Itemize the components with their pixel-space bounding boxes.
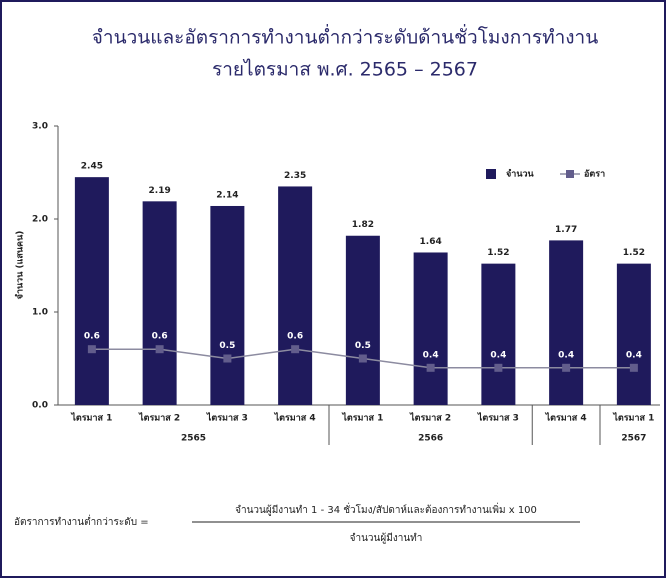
x-tick-label: ไตรมาส 2 <box>138 412 180 424</box>
bar-value-label: 2.35 <box>284 171 306 181</box>
rate-value-label: 0.6 <box>84 332 100 342</box>
rate-value-label: 0.6 <box>152 332 168 342</box>
x-tick-label: ไตรมาส 2 <box>409 412 451 424</box>
x-tick-label: ไตรมาส 1 <box>341 412 383 424</box>
x-tick-label: ไตรมาส 4 <box>274 412 316 424</box>
formula-numerator: จำนวนผู้มีงานทำ 1 - 34 ชั่วโมง/สัปดาห์แล… <box>235 502 537 516</box>
bar <box>142 201 177 405</box>
rate-value-label: 0.5 <box>219 341 235 351</box>
x-tick-label: ไตรมาส 4 <box>545 412 587 424</box>
rate-value-label: 0.4 <box>490 350 506 360</box>
rate-marker <box>629 363 638 372</box>
formula-lhs: อัตราการทำงานต่ำกว่าระดับ = <box>14 514 149 528</box>
rate-value-label: 0.4 <box>558 350 574 360</box>
legend-swatch <box>566 170 574 178</box>
y-tick-label: 1.0 <box>32 308 48 318</box>
x-tick-label: ไตรมาส 3 <box>477 412 519 424</box>
group-label: 2567 <box>621 434 646 444</box>
legend-swatch <box>486 169 496 179</box>
bar <box>616 263 651 405</box>
bar <box>345 235 380 405</box>
chart-title: จำนวนและอัตราการทำงานต่ำกว่าระดับด้านชั่… <box>92 24 598 49</box>
bar-value-label: 2.19 <box>149 186 171 196</box>
y-tick-label: 3.0 <box>32 122 48 132</box>
formula-denominator: จำนวนผู้มีงานทำ <box>350 532 423 544</box>
bar-value-label: 2.45 <box>81 162 103 172</box>
rate-marker <box>155 345 164 354</box>
y-tick-label: 0.0 <box>32 401 48 411</box>
bar <box>549 240 584 405</box>
bar <box>278 186 313 405</box>
rate-value-label: 0.4 <box>423 350 439 360</box>
rate-marker <box>291 345 300 354</box>
bar-value-label: 1.64 <box>420 237 442 247</box>
rate-value-label: 0.5 <box>355 341 371 351</box>
rate-marker <box>358 354 367 363</box>
chart-title: รายไตรมาส พ.ศ. 2565 – 2567 <box>212 59 478 81</box>
rate-value-label: 0.6 <box>287 332 303 342</box>
rate-marker <box>494 363 503 372</box>
y-tick-label: 2.0 <box>32 215 48 225</box>
rate-marker <box>562 363 571 372</box>
bar <box>74 177 109 405</box>
rate-marker <box>426 363 435 372</box>
bar <box>210 205 245 405</box>
group-label: 2565 <box>181 434 206 444</box>
bar-value-label: 2.14 <box>216 190 238 200</box>
bar <box>481 263 516 405</box>
bar-value-label: 1.52 <box>623 248 645 258</box>
rate-marker <box>87 345 96 354</box>
x-tick-label: ไตรมาส 3 <box>206 412 248 424</box>
bar <box>413 252 448 405</box>
legend-label: จำนวน <box>506 169 535 180</box>
group-label: 2566 <box>418 434 443 444</box>
bar-value-label: 1.52 <box>487 248 509 258</box>
x-tick-label: ไตรมาส 1 <box>612 412 654 424</box>
rate-marker <box>223 354 232 363</box>
y-axis-label: จำนวน (แสนคน) <box>15 231 26 300</box>
bar-value-label: 1.77 <box>555 225 577 235</box>
x-tick-label: ไตรมาส 1 <box>70 412 112 424</box>
legend-label: อัตรา <box>584 169 605 180</box>
rate-value-label: 0.4 <box>626 350 642 360</box>
bar-value-label: 1.82 <box>352 220 374 230</box>
